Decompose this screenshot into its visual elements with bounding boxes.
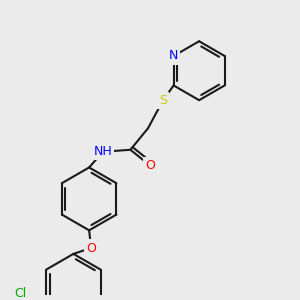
Text: O: O xyxy=(145,159,155,172)
Text: NH: NH xyxy=(94,145,112,158)
Text: N: N xyxy=(169,50,178,62)
Text: Cl: Cl xyxy=(14,287,26,300)
Text: S: S xyxy=(159,94,167,107)
Text: O: O xyxy=(86,242,96,254)
